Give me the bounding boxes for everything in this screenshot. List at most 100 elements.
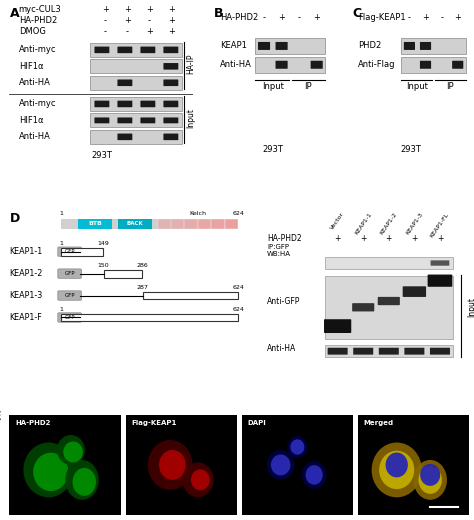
Ellipse shape [302,461,327,489]
Text: +: + [124,16,131,25]
FancyBboxPatch shape [58,291,82,300]
Text: E: E [0,410,1,423]
Bar [91,76,182,90]
Bar [61,219,238,229]
FancyBboxPatch shape [324,319,351,333]
Text: KEAP1: KEAP1 [220,42,247,50]
FancyBboxPatch shape [328,348,347,355]
Text: HA-PHD2: HA-PHD2 [18,16,57,25]
FancyBboxPatch shape [164,47,178,53]
Text: Anti-myc: Anti-myc [18,99,56,109]
Text: +: + [124,5,131,15]
Text: GFP: GFP [64,249,75,254]
Ellipse shape [306,465,323,485]
Text: -: - [440,13,443,22]
Bar [211,219,225,229]
Ellipse shape [419,466,442,494]
Text: Kelch: Kelch [190,211,206,216]
FancyBboxPatch shape [404,348,424,355]
FancyBboxPatch shape [352,303,374,311]
Text: Vector: Vector [330,212,346,231]
Bar [157,219,171,229]
FancyBboxPatch shape [118,118,132,123]
Bar [401,38,466,54]
FancyBboxPatch shape [275,42,288,50]
Text: KEAP1-2: KEAP1-2 [379,212,398,236]
Bar [225,219,238,229]
Bar [61,248,103,256]
Text: +: + [411,234,418,243]
Text: IP:GFP
WB:HA: IP:GFP WB:HA [267,244,291,257]
Text: Input: Input [186,108,195,128]
Text: A: A [9,7,19,20]
Bar [91,97,182,111]
Bar [91,113,182,127]
FancyBboxPatch shape [452,61,463,69]
Bar [61,314,238,321]
FancyBboxPatch shape [58,247,82,256]
Text: 293T: 293T [91,151,112,160]
Bar [401,57,466,73]
Text: D: D [9,212,20,225]
Ellipse shape [182,462,214,497]
Text: myc-CUL3: myc-CUL3 [18,5,62,15]
Bar [118,219,152,229]
Text: Input: Input [467,297,474,317]
Text: HA-IP: HA-IP [186,54,195,74]
Ellipse shape [287,436,308,458]
Text: HA-PHD2: HA-PHD2 [267,234,301,243]
Text: Anti-Flag: Anti-Flag [358,60,396,69]
Text: GFP: GFP [64,271,75,276]
FancyBboxPatch shape [404,42,415,50]
FancyBboxPatch shape [164,118,178,123]
Text: C: C [352,7,361,20]
FancyBboxPatch shape [378,297,400,305]
Bar [143,292,238,300]
Text: 293T: 293T [263,145,283,154]
Text: HA-PHD2: HA-PHD2 [15,420,50,426]
Text: +: + [146,5,153,15]
Text: GFP: GFP [64,293,75,298]
Ellipse shape [291,439,304,454]
Text: +: + [386,234,392,243]
FancyBboxPatch shape [164,63,178,70]
Text: KEAP1-F: KEAP1-F [9,313,42,322]
FancyBboxPatch shape [58,313,82,322]
Ellipse shape [372,443,422,497]
Text: -: - [408,13,411,22]
Text: Anti-HA: Anti-HA [18,79,51,87]
Text: -: - [126,27,128,36]
Text: Anti-myc: Anti-myc [18,45,56,55]
Text: PHD2: PHD2 [358,42,381,50]
Text: KEAP1-FL: KEAP1-FL [429,212,450,239]
FancyBboxPatch shape [94,47,109,53]
Text: +: + [168,16,175,25]
FancyBboxPatch shape [164,101,178,107]
Text: -: - [263,13,265,22]
FancyBboxPatch shape [140,101,155,107]
Text: +: + [360,234,366,243]
Text: +: + [454,13,461,22]
Text: 286: 286 [137,263,148,268]
FancyBboxPatch shape [164,80,178,86]
FancyBboxPatch shape [353,348,373,355]
FancyBboxPatch shape [118,47,132,53]
Text: KEAP1-1: KEAP1-1 [9,247,43,256]
FancyBboxPatch shape [420,61,431,69]
FancyBboxPatch shape [140,47,155,53]
Text: Anti-GFP: Anti-GFP [267,296,301,306]
Ellipse shape [271,454,291,475]
Ellipse shape [23,443,73,497]
Text: IP: IP [446,82,454,91]
Text: 624: 624 [232,307,244,312]
FancyBboxPatch shape [94,118,109,123]
Text: 1: 1 [59,211,64,216]
Text: +: + [313,13,320,22]
Text: 150: 150 [98,263,109,268]
Ellipse shape [148,440,192,490]
Text: BACK: BACK [127,222,143,226]
Bar [255,38,326,54]
Ellipse shape [73,468,96,496]
Text: Anti-HA: Anti-HA [220,60,252,69]
Bar [325,276,453,339]
